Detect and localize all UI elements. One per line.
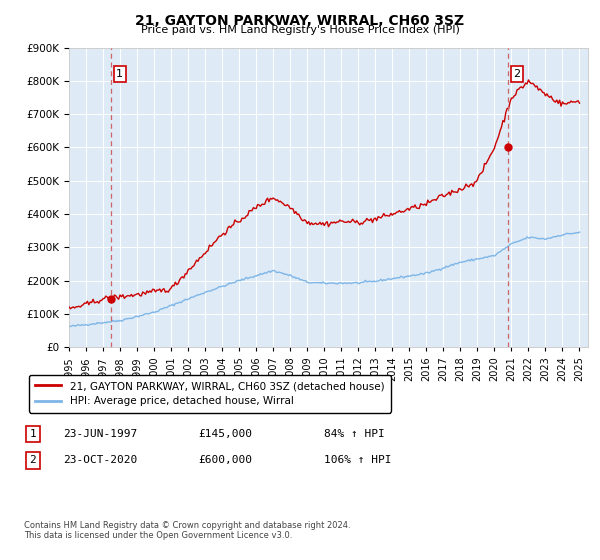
Text: £600,000: £600,000 (198, 455, 252, 465)
Legend: 21, GAYTON PARKWAY, WIRRAL, CH60 3SZ (detached house), HPI: Average price, detac: 21, GAYTON PARKWAY, WIRRAL, CH60 3SZ (de… (29, 375, 391, 413)
Text: 84% ↑ HPI: 84% ↑ HPI (324, 429, 385, 439)
Text: 2: 2 (513, 69, 520, 79)
Text: £145,000: £145,000 (198, 429, 252, 439)
Text: 2: 2 (29, 455, 37, 465)
Text: 106% ↑ HPI: 106% ↑ HPI (324, 455, 392, 465)
Text: 1: 1 (116, 69, 124, 79)
Text: 23-OCT-2020: 23-OCT-2020 (63, 455, 137, 465)
Text: Price paid vs. HM Land Registry's House Price Index (HPI): Price paid vs. HM Land Registry's House … (140, 25, 460, 35)
Text: 1: 1 (29, 429, 37, 439)
Text: Contains HM Land Registry data © Crown copyright and database right 2024.
This d: Contains HM Land Registry data © Crown c… (24, 521, 350, 540)
Text: 21, GAYTON PARKWAY, WIRRAL, CH60 3SZ: 21, GAYTON PARKWAY, WIRRAL, CH60 3SZ (136, 14, 464, 28)
Text: 23-JUN-1997: 23-JUN-1997 (63, 429, 137, 439)
